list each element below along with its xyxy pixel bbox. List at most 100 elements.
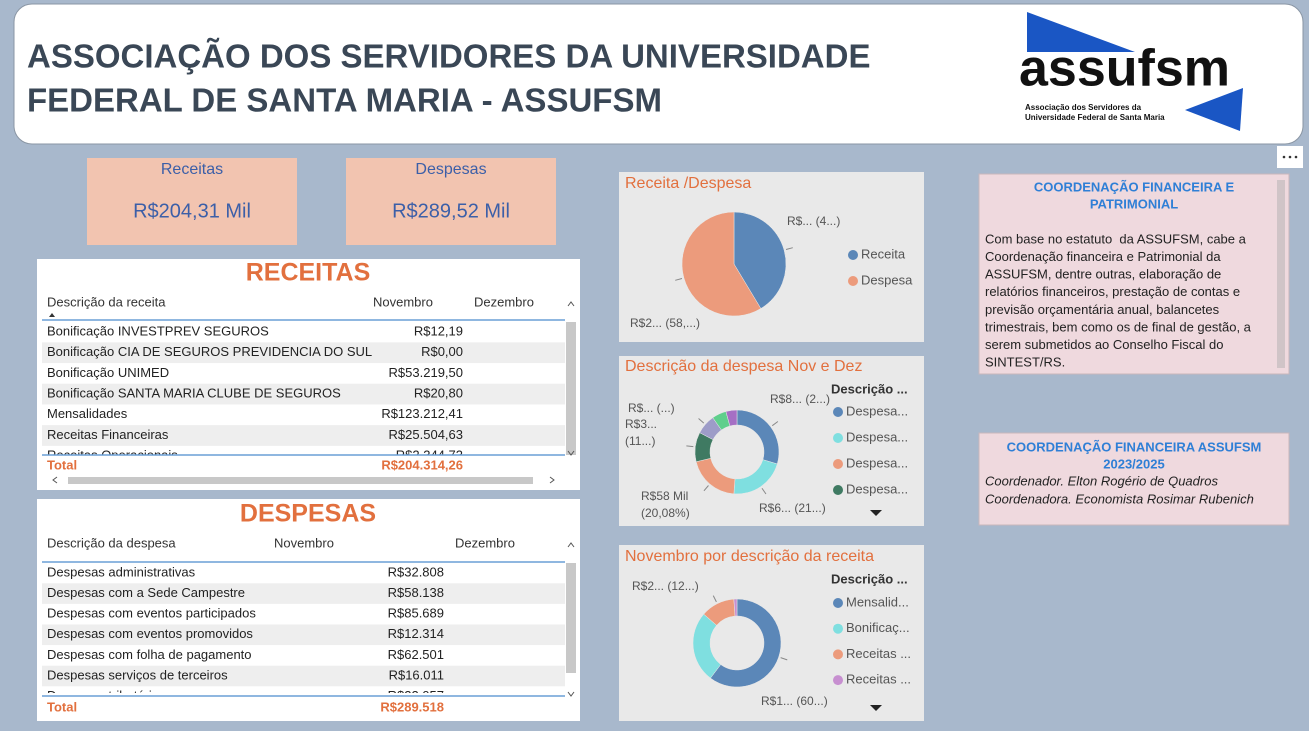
scroll-down — [567, 450, 575, 456]
card-value: R$289,52 Mil — [392, 200, 510, 222]
chart-title: Receita /Despesa — [625, 175, 751, 192]
data-label: R$58 Mil (20,08%) — [641, 489, 692, 520]
logo-tagline: Associação dos Servidores da — [1025, 103, 1142, 112]
data-label: R$3... (11...) — [625, 417, 660, 448]
legend-scroll[interactable] — [870, 510, 882, 516]
slice — [733, 598, 738, 617]
legend-label: Receitas ... — [846, 672, 911, 687]
column-header: Descrição da despesa — [47, 535, 176, 550]
logo-shape — [1027, 12, 1135, 52]
cell: Despesas com eventos promovidos — [47, 626, 253, 641]
scrollbar[interactable] — [1277, 180, 1285, 368]
row-shade — [42, 425, 565, 446]
cell: Despesas com eventos participados — [47, 606, 256, 621]
cell: Receitas Financeiras — [47, 427, 169, 442]
legend-title: Descrição ... — [831, 571, 908, 586]
data-label: R$2... (12...) — [632, 579, 699, 593]
legend-label: Despesa... — [846, 455, 908, 470]
data-label: R$1... (60...) — [761, 694, 828, 708]
cell: R$85.689 — [388, 606, 444, 621]
cell: Bonificação SANTA MARIA CLUBE DE SEGUROS — [47, 386, 341, 401]
legend-label: Despesa... — [846, 403, 908, 418]
leader-line — [761, 487, 767, 495]
row-shade — [42, 342, 565, 364]
slice — [725, 409, 738, 427]
leader-line — [703, 485, 709, 492]
cell: R$2.344,73 — [396, 448, 463, 463]
header-title: FEDERAL DE SANTA MARIA - ASSUFSM — [27, 82, 662, 119]
header-panel — [13, 3, 1304, 145]
scroll-right — [549, 476, 555, 484]
legend-swatch — [833, 649, 843, 660]
leader-line — [771, 421, 779, 427]
box-body: Com base no estatuto da ASSUFSM, cabe a — [985, 231, 1247, 246]
legend-label: Mensalid... — [846, 594, 909, 609]
cell: Bonificação INVESTPREV SEGUROS — [47, 323, 269, 338]
row-shade — [42, 383, 565, 405]
cell: Bonificação UNIMED — [47, 365, 169, 380]
logo-tagline: Universidade Federal de Santa Maria — [1025, 113, 1165, 122]
chart-title: Novembro por descrição da receita — [625, 548, 874, 565]
cell: Despesas com folha de pagamento — [47, 647, 252, 662]
legend-swatch — [833, 623, 843, 634]
cell: R$22.057 — [388, 688, 444, 703]
row-shade — [42, 583, 565, 604]
total-label: Total — [47, 699, 77, 714]
legend-swatch — [833, 459, 843, 469]
box-body: SINTEST/RS. — [985, 355, 1065, 370]
leader-line — [698, 418, 705, 424]
box-body: ASSUFSM, dentre outras, elaboração de — [985, 267, 1221, 282]
legend-scroll[interactable] — [870, 705, 882, 711]
data-label: R$6... (21...) — [759, 501, 826, 515]
table-title: DESPESAS — [240, 500, 376, 528]
box-body: trimestrais, bem como os de final de ges… — [985, 319, 1252, 334]
box-body: Coordenador. Elton Rogério de Quadros — [985, 473, 1218, 488]
column-header: Dezembro — [474, 294, 534, 309]
cell: Mensalidades — [47, 406, 128, 421]
cell: Despesas tributárias — [47, 688, 166, 703]
scrollbar[interactable] — [566, 563, 576, 673]
row-shade — [42, 665, 565, 687]
table-panel — [37, 259, 580, 490]
text-box — [978, 173, 1290, 375]
legend-label: Receita — [861, 246, 906, 261]
cell: R$20,80 — [414, 386, 463, 401]
hscrollbar[interactable] — [68, 477, 533, 484]
table-body: Despesas administrativas R$32.808 Despesas… — [42, 564, 565, 703]
cell: R$123.212,41 — [381, 406, 463, 421]
legend-label: Bonificaç... — [846, 620, 910, 635]
cell: R$12.314 — [388, 626, 444, 641]
cell: R$32.808 — [388, 564, 444, 579]
text-box — [978, 432, 1290, 526]
cell: Bonificação CIA DE SEGUROS PREVIDENCIA D… — [47, 344, 372, 359]
scrollbar[interactable] — [566, 322, 576, 455]
column-header: Descrição da receita — [47, 294, 166, 309]
box-body: Coordenadora. Economista Rosimar Rubenic… — [985, 491, 1254, 506]
slice — [681, 211, 762, 317]
logo-shape — [1185, 88, 1243, 131]
total-value: R$289.518 — [380, 699, 444, 714]
cell: Despesas com a Sede Campestre — [47, 585, 245, 600]
slice — [710, 598, 782, 688]
legend-title: Descrição ... — [831, 381, 908, 396]
column-header: Dezembro — [455, 535, 515, 550]
slice — [733, 211, 787, 309]
cell: Receitas Operacionais — [47, 448, 178, 463]
card-label: Despesas — [415, 161, 486, 178]
header-title: ASSOCIAÇÃO DOS SERVIDORES DA UNIVERSIDAD… — [27, 38, 870, 75]
box-title: COORDENAÇÃO FINANCEIRA E — [1034, 179, 1235, 194]
cell: R$12,19 — [414, 323, 463, 338]
cell: R$16.011 — [389, 667, 444, 682]
table-title: RECEITAS — [246, 259, 371, 287]
scroll-down — [567, 691, 575, 697]
row-shade — [42, 624, 565, 646]
leader-line — [780, 657, 788, 661]
box-body: serem submetidos ao Conselho Fiscal do — [985, 337, 1223, 352]
cell: R$25.504,63 — [389, 427, 463, 442]
card — [346, 158, 556, 245]
legend-swatch — [833, 675, 843, 686]
legend-label: Receitas ... — [846, 646, 911, 661]
more-options[interactable] — [1277, 146, 1303, 168]
legend-swatch — [833, 433, 843, 443]
